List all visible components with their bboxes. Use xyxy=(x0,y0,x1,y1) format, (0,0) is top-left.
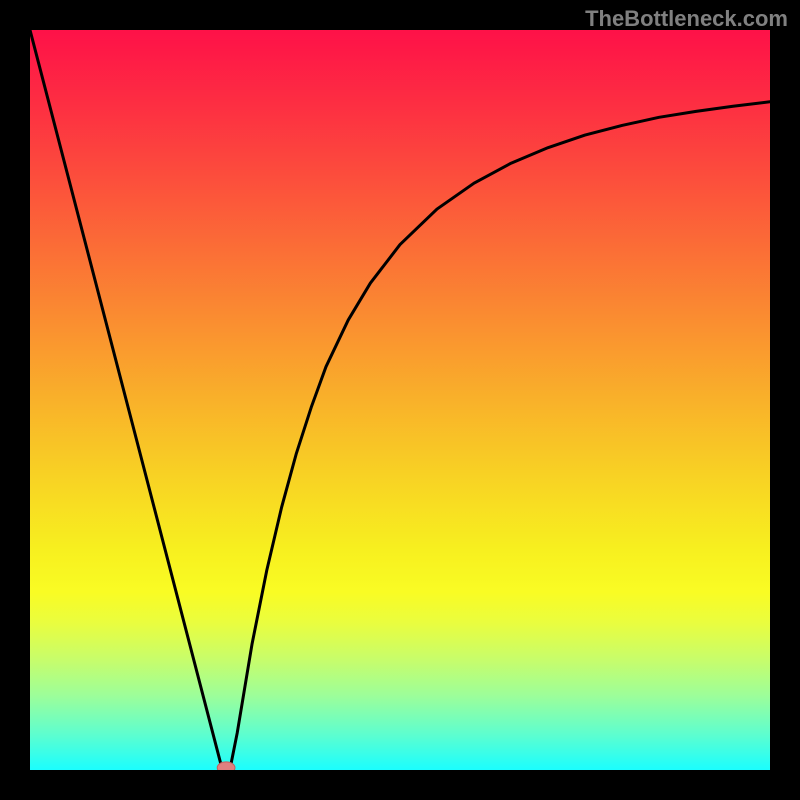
gradient-background xyxy=(30,30,770,770)
plot-area xyxy=(30,30,770,770)
watermark-text: TheBottleneck.com xyxy=(585,6,788,32)
minimum-marker xyxy=(217,762,235,770)
chart-svg xyxy=(30,30,770,770)
